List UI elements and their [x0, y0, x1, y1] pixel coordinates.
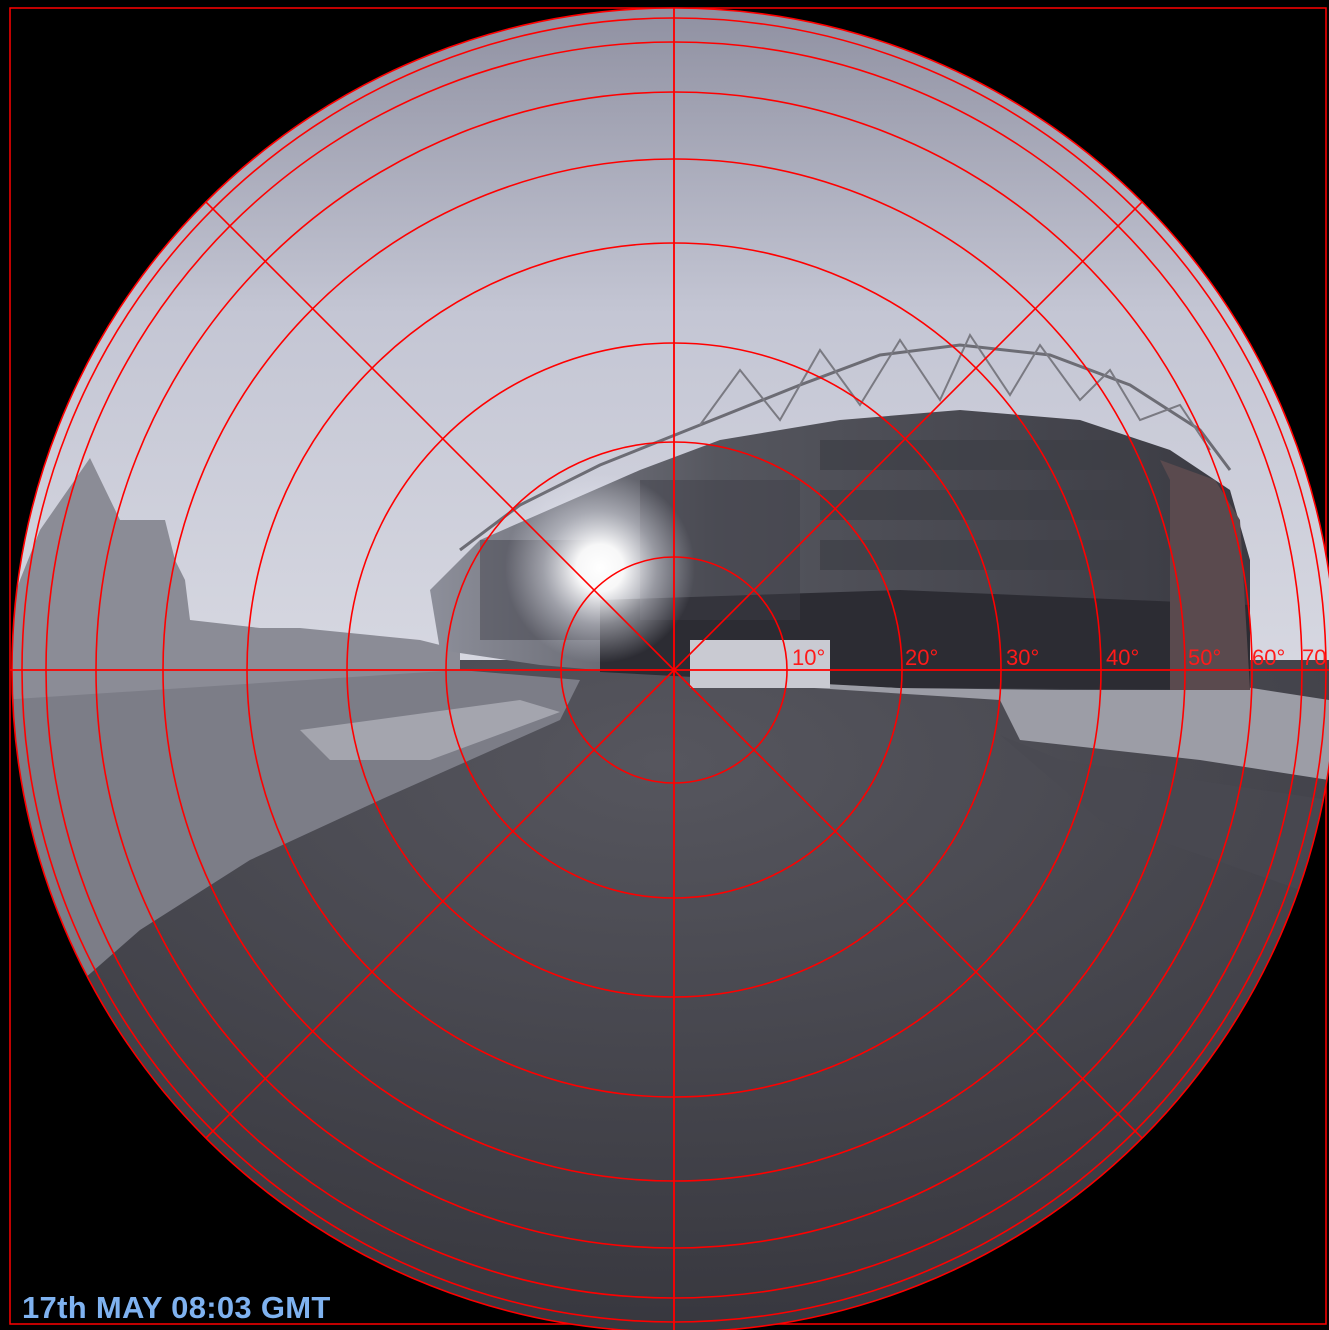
ring-labels: 10° 20° 30° 40° 50° 60° 70 — [792, 645, 1326, 670]
sun-glare-icon — [505, 473, 695, 663]
ring-label: 70 — [1302, 645, 1326, 670]
azimuth-line — [205, 201, 675, 671]
left-pavement — [12, 670, 580, 1040]
roof-zigzag — [699, 332, 1211, 451]
azimuth-line — [673, 669, 1143, 1139]
right-road — [1000, 735, 1329, 900]
timestamp-caption: 17th MAY 08:03 GMT — [22, 1290, 331, 1325]
ring-label: 40° — [1106, 645, 1139, 670]
left-building — [12, 458, 460, 700]
ring-label: 20° — [905, 645, 938, 670]
left-pavement-light — [300, 700, 560, 760]
stadium-wing — [1160, 460, 1250, 690]
ring-label: 10° — [792, 645, 825, 670]
altitude-grid — [10, 7, 1329, 1330]
ring-label: 50° — [1188, 645, 1221, 670]
low-wall — [690, 640, 830, 688]
azimuth-line — [673, 201, 1143, 671]
azimuth-line — [205, 669, 675, 1139]
ring-label: 30° — [1006, 645, 1039, 670]
right-pavement — [690, 680, 1329, 780]
ring-label: 60° — [1252, 645, 1285, 670]
